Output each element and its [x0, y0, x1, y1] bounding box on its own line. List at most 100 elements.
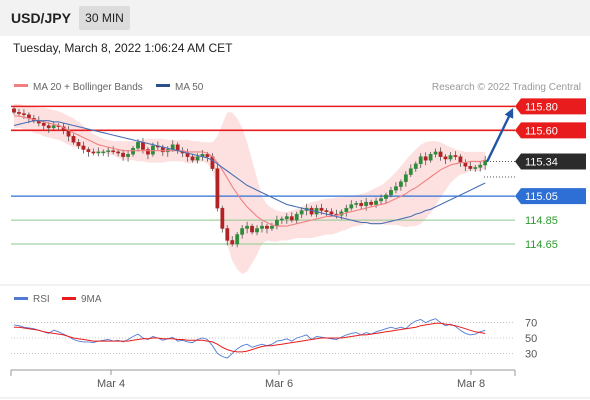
candle-body — [205, 154, 210, 157]
candle-body — [329, 211, 334, 215]
candle-body — [76, 142, 81, 147]
candle-body — [354, 203, 359, 205]
candle-body — [41, 122, 46, 126]
x-tick-label: Mar 8 — [457, 378, 485, 390]
candle-body — [478, 164, 483, 168]
candle-body — [468, 166, 473, 169]
candle-body — [225, 228, 230, 241]
candle-body — [46, 125, 51, 129]
candle-body — [428, 154, 433, 161]
candle-body — [250, 225, 254, 233]
price-label-resistance: 115.80 — [525, 101, 558, 113]
candle-body — [284, 216, 289, 220]
candle-body — [389, 189, 393, 196]
projection-arrow — [486, 108, 514, 162]
candle-body — [235, 234, 240, 245]
candle-body — [408, 168, 413, 175]
price-label-box — [515, 98, 586, 115]
symbol-label: USD/JPY — [11, 10, 71, 26]
candle-body — [96, 151, 101, 154]
candle-body — [379, 198, 383, 202]
bollinger-band-fill — [14, 104, 486, 274]
price-label-pivot: 115.05 — [525, 191, 558, 203]
candle-body — [344, 207, 349, 212]
rsi-ma9-line — [14, 322, 486, 353]
rsi-line — [13, 318, 486, 359]
rsi-panel: 70 50 30 — [11, 318, 537, 360]
candle-body — [91, 151, 96, 154]
rsi-tick-label: 50 — [525, 333, 537, 345]
ma50-line — [13, 120, 486, 225]
candle-body — [116, 151, 121, 154]
x-axis-ticks: Mar 4 Mar 6 Mar 8 — [97, 370, 485, 390]
candle-body — [294, 213, 299, 221]
candle-body — [443, 156, 448, 160]
candle-body — [270, 225, 274, 229]
rsi-tick-label: 70 — [525, 318, 537, 330]
price-label-box — [515, 188, 586, 205]
ma50-legend-label: MA 50 — [175, 82, 204, 93]
main-legend: MA 20 + Bollinger Bands MA 50 Research ©… — [14, 82, 581, 93]
candle-body — [245, 225, 250, 229]
candle-body — [384, 194, 388, 199]
candle-body — [17, 112, 21, 114]
candle-body — [364, 201, 369, 206]
candle-body — [220, 207, 225, 229]
candle-body — [265, 225, 269, 229]
candle-body — [141, 142, 145, 150]
candle-body — [394, 186, 398, 191]
projection — [486, 108, 514, 162]
candle-body — [71, 136, 76, 143]
chart-header: USD/JPY 30 MIN — [0, 0, 590, 36]
candle-body — [448, 155, 453, 160]
candle-body — [413, 163, 418, 169]
price-labels: 115.80 115.60 115.34 115.05 114.85 114.65 — [515, 98, 586, 251]
candle-body — [319, 207, 324, 211]
candle-body — [260, 225, 264, 229]
candle-body — [349, 204, 354, 209]
price-label-support: 114.85 — [525, 215, 558, 227]
candle-body — [289, 216, 294, 221]
candle-body — [274, 219, 279, 227]
price-label-box — [515, 153, 586, 170]
price-label-box — [515, 122, 586, 139]
rsi-legend: RSI 9MA — [14, 294, 102, 305]
candle-body — [81, 145, 86, 150]
rsi-legend-label: RSI — [33, 294, 50, 305]
candle-body — [418, 156, 423, 165]
candle-body — [121, 152, 126, 157]
candle-body — [359, 203, 364, 206]
candle-body — [131, 148, 135, 155]
candle-body — [324, 210, 329, 212]
candle-body — [106, 150, 111, 153]
rsi-tick-label: 30 — [525, 348, 537, 360]
candle-body — [463, 162, 468, 167]
ma20-legend-label: MA 20 + Bollinger Bands — [33, 82, 143, 93]
candle-body — [398, 181, 403, 187]
candle-body — [215, 168, 220, 209]
chart-datetime: Tuesday, March 8, 2022 1:06:24 AM CET — [13, 41, 233, 55]
ma9-legend-label: 9MA — [81, 294, 102, 305]
price-label-support: 114.65 — [525, 239, 558, 251]
x-tick-label: Mar 4 — [97, 378, 125, 390]
candle-body — [175, 144, 180, 151]
x-tick-label: Mar 6 — [265, 378, 293, 390]
candle-body — [86, 149, 91, 153]
candle-body — [126, 154, 130, 157]
candle-body — [473, 167, 478, 169]
timeframe-button[interactable]: 30 MIN — [79, 6, 130, 30]
ma9-legend-swatch — [62, 297, 76, 300]
chart-credit: Research © 2022 Trading Central — [432, 82, 581, 93]
candle-body — [403, 174, 408, 182]
candle-body — [433, 151, 438, 155]
rsi-legend-swatch — [14, 297, 28, 300]
moving-averages — [13, 115, 486, 227]
price-label-last: 115.34 — [525, 156, 558, 168]
candle-body — [279, 218, 284, 221]
x-axis — [10, 369, 516, 376]
price-label-resistance: 115.60 — [525, 125, 558, 137]
candle-body — [190, 156, 195, 161]
ma20-line — [14, 115, 486, 227]
candle-body — [146, 149, 150, 155]
